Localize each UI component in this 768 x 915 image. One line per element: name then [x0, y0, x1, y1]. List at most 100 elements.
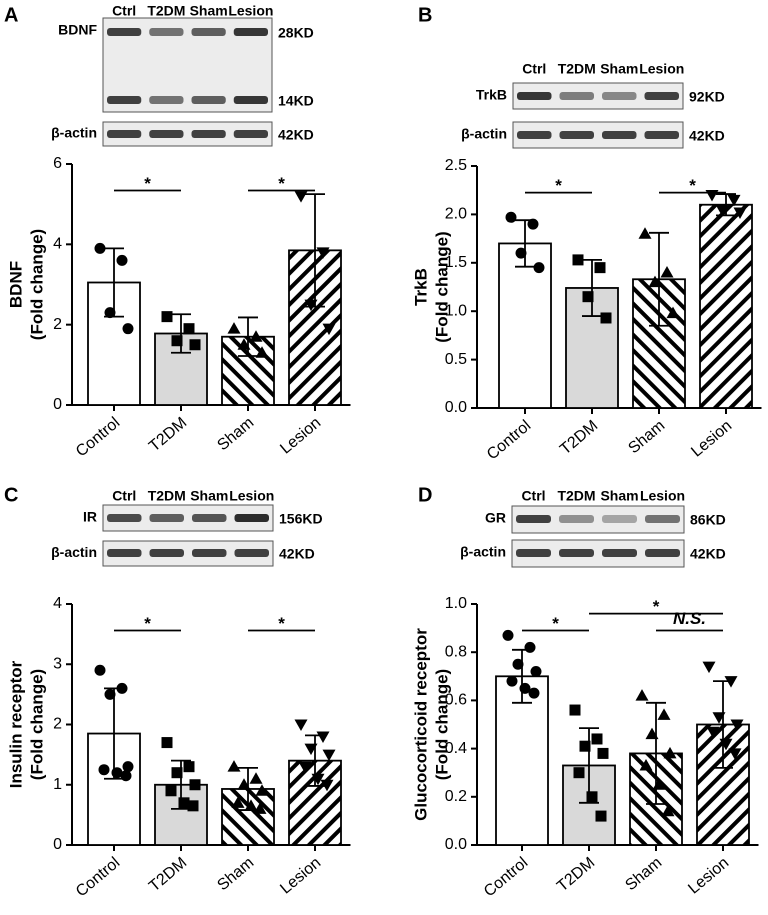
data-point	[600, 312, 612, 324]
data-point	[597, 747, 609, 759]
x-tick-label: Sham	[214, 414, 257, 454]
data-point	[661, 804, 675, 817]
data-point	[727, 194, 741, 207]
y-tick-label: 0.0	[445, 836, 467, 853]
y-axis-label: (Fold change)	[27, 229, 46, 340]
lane-label: T2DM	[558, 61, 596, 77]
data-point	[294, 719, 308, 731]
blot-size-label: 156KD	[279, 511, 323, 527]
data-point	[231, 796, 245, 808]
blot-size-label: 42KD	[278, 127, 314, 143]
blot-band	[517, 92, 552, 100]
y-tick-label: 2	[53, 716, 62, 733]
data-point	[506, 675, 518, 687]
bar	[699, 203, 753, 409]
panel-label: B	[418, 4, 432, 26]
panel-label: D	[418, 484, 432, 506]
data-point	[227, 322, 241, 334]
lane-label: Lesion	[229, 488, 274, 504]
y-tick-label: 0.4	[445, 740, 467, 757]
error-bar	[305, 193, 325, 308]
data-point	[702, 661, 716, 674]
data-point	[98, 764, 110, 776]
data-point	[116, 254, 128, 266]
x-tick-label: Control	[484, 417, 534, 463]
blot-band	[192, 549, 227, 557]
blot-band	[602, 549, 637, 557]
y-tick-label: 4	[53, 236, 62, 253]
blot-band	[233, 96, 268, 104]
blot-band	[602, 515, 637, 523]
lane-label: T2DM	[147, 3, 185, 19]
blot-band	[559, 515, 594, 523]
y-tick-label: 0.2	[445, 788, 467, 805]
data-point	[111, 767, 123, 779]
significance-label: *	[278, 614, 285, 633]
blot-row-label: IR	[83, 509, 97, 525]
blot-size-label: 28KD	[278, 25, 314, 41]
significance-label: *	[653, 597, 660, 616]
y-tick-label: 0.0	[445, 399, 467, 416]
blot-band	[107, 28, 142, 36]
y-axis-label: Glucocorticoid receptor	[411, 628, 430, 821]
x-tick-label: T2DM	[554, 854, 598, 895]
y-tick-label: 4	[53, 595, 62, 612]
data-point	[227, 760, 241, 772]
x-tick-label: T2DM	[557, 417, 601, 458]
data-point	[237, 338, 251, 350]
y-tick-label: 3	[53, 655, 62, 672]
data-point	[244, 799, 258, 811]
blot-band	[191, 130, 226, 138]
x-tick-label: Sham	[622, 854, 665, 894]
blot-row-label: TrkB	[476, 87, 507, 103]
data-point	[582, 291, 594, 303]
data-point	[104, 307, 116, 319]
blot-band	[516, 515, 551, 523]
data-point	[527, 218, 539, 230]
lane-label: Ctrl	[112, 3, 136, 19]
significance-label: *	[552, 614, 559, 633]
data-point	[311, 773, 325, 786]
data-point	[255, 784, 269, 796]
x-tick-label: Lesion	[688, 417, 735, 460]
data-point	[316, 731, 330, 744]
data-point	[515, 247, 527, 259]
blot-band	[602, 92, 637, 100]
data-point	[316, 247, 330, 259]
blot-band	[645, 549, 680, 557]
data-point	[122, 761, 134, 773]
blot-band	[559, 549, 594, 557]
lane-label: Sham	[190, 488, 228, 504]
data-point	[595, 810, 607, 822]
blot-band	[516, 549, 551, 557]
y-tick-label: 1.0	[445, 595, 467, 612]
data-point	[189, 779, 201, 791]
data-point	[165, 785, 177, 797]
data-point	[322, 749, 336, 762]
data-point	[255, 346, 269, 358]
y-tick-label: 0.6	[445, 692, 467, 709]
data-point	[502, 629, 514, 641]
x-tick-label: Sham	[625, 417, 668, 457]
data-point	[322, 323, 336, 336]
lane-label: Ctrl	[522, 61, 546, 77]
x-tick-label: Lesion	[277, 854, 324, 897]
data-point	[249, 330, 263, 342]
blot-band	[149, 28, 184, 36]
data-point	[572, 254, 584, 266]
x-tick-label: T2DM	[146, 854, 190, 895]
data-point	[533, 262, 545, 274]
significance-label: *	[144, 614, 151, 633]
data-point	[120, 770, 132, 782]
data-point	[639, 758, 653, 771]
blot-row-label: β-actin	[51, 125, 97, 141]
data-point	[724, 676, 738, 688]
y-tick-label: 0.5	[445, 351, 467, 368]
lane-label: Lesion	[228, 3, 273, 19]
data-point	[715, 204, 729, 217]
lane-label: T2DM	[148, 488, 186, 504]
lane-label: Sham	[190, 3, 228, 19]
x-tick-label: Control	[481, 854, 531, 900]
blot-band	[107, 514, 142, 522]
blot-row-label: BDNF	[58, 22, 97, 38]
